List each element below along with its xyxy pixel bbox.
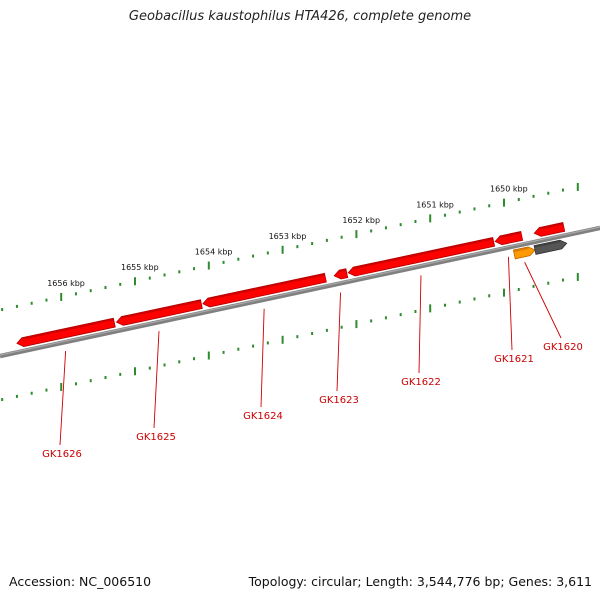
- scale-label: 1654 kbp: [195, 248, 233, 257]
- gene-label: GK1626: [42, 449, 82, 460]
- genome-backbone: [0, 225, 600, 359]
- gene-label: GK1623: [319, 395, 359, 406]
- gene-leader-line: [524, 262, 562, 339]
- gene-arrow-shade: [500, 231, 522, 239]
- gene-leader-line: [59, 350, 67, 446]
- scale-label: 1655 kbp: [121, 263, 159, 272]
- gene-label: GK1622: [401, 377, 441, 388]
- inner-tick-track: [1, 272, 579, 402]
- scale-label: 1652 kbp: [342, 216, 380, 225]
- gene-leader-line: [336, 292, 341, 392]
- gene-arrow-shade: [121, 299, 201, 319]
- gene-leader-line: [507, 256, 513, 351]
- outer-tick-track: [1, 182, 579, 312]
- scale-label: 1656 kbp: [47, 279, 85, 288]
- gene-arrow[interactable]: [512, 246, 536, 260]
- scale-label: 1651 kbp: [416, 200, 454, 209]
- label-leaders: [59, 256, 562, 446]
- gene-label: GK1625: [136, 432, 176, 443]
- gene-arrow-shade: [207, 273, 325, 301]
- gene-arrow-shade: [353, 237, 494, 270]
- gene-arrow-shade: [513, 246, 529, 253]
- gene-label: GK1621: [494, 354, 534, 365]
- gene-label: GK1620: [543, 342, 583, 353]
- gene-leader-line: [260, 308, 265, 408]
- gene-labels: GK1620 GK1621 GK1622 GK1623 GK1624 GK1625 GK16…: [42, 342, 583, 460]
- gene-track: [16, 222, 568, 348]
- gene-label: GK1624: [243, 411, 283, 422]
- gene-arrow[interactable]: [202, 272, 327, 308]
- gene-arrow[interactable]: [494, 230, 524, 246]
- genome-backbone-highlight: [0, 226, 600, 356]
- accession-text: Accession: NC_006510: [9, 574, 152, 589]
- gene-arrow[interactable]: [347, 236, 496, 277]
- scale-label: 1653 kbp: [269, 232, 307, 241]
- genome-stats-text: Topology: circular; Length: 3,544,776 bp…: [248, 574, 592, 589]
- gene-arrow-shade: [339, 268, 347, 273]
- map-title: Geobacillus kaustophilus HTA426, complet…: [128, 9, 472, 24]
- gene-leader-line: [153, 331, 160, 429]
- gene-leader-line: [418, 275, 422, 374]
- gene-arrow-shade: [21, 318, 114, 340]
- gene-arrow[interactable]: [533, 222, 566, 238]
- gene-arrow[interactable]: [16, 317, 116, 348]
- gene-arrow[interactable]: [333, 268, 349, 280]
- gene-arrow-shade: [534, 240, 561, 248]
- gene-arrow-shade: [539, 222, 564, 230]
- scale-label: 1650 kbp: [490, 185, 528, 194]
- gene-arrow[interactable]: [115, 299, 203, 327]
- scale-labels: 1650 kbp 1651 kbp 1652 kbp 1653 kbp 1654 kbp…: [47, 185, 528, 288]
- gene-arrow[interactable]: [533, 239, 568, 255]
